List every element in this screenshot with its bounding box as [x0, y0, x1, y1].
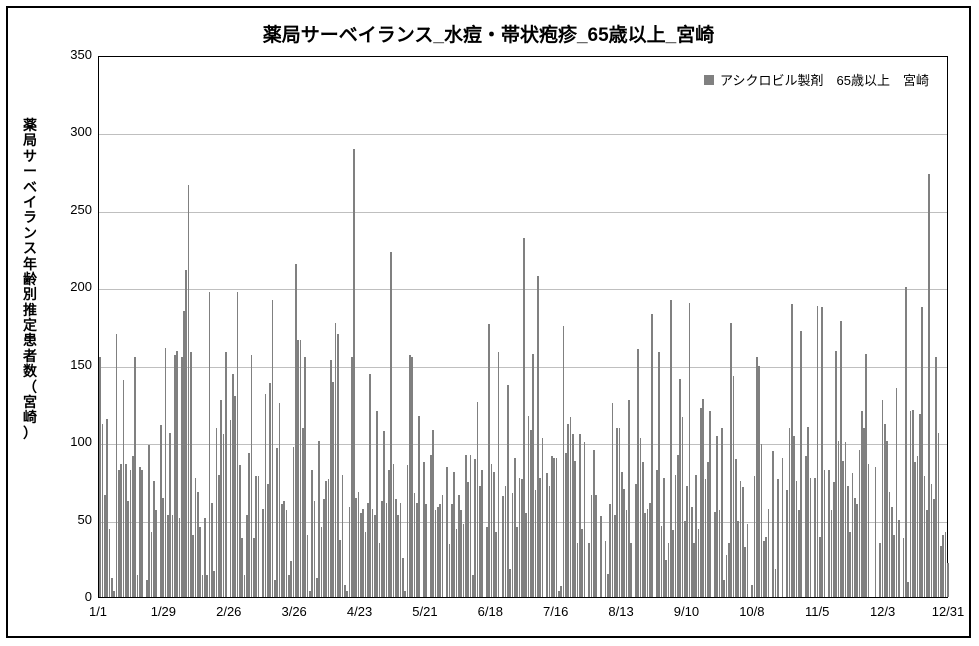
bar	[134, 357, 136, 597]
y-tick-label: 150	[60, 357, 92, 372]
legend: アシクロビル製剤 65歳以上 宮崎	[704, 70, 929, 89]
gridline	[99, 212, 947, 213]
bar	[905, 287, 907, 597]
y-axis-label: 薬局サーベイランス年齢別推定患者数（宮崎）	[22, 118, 38, 441]
bar	[824, 470, 826, 597]
x-tick-label: 1/29	[151, 604, 176, 619]
bar	[272, 300, 274, 597]
legend-swatch	[704, 75, 714, 85]
bar	[630, 543, 632, 597]
y-tick-label: 250	[60, 202, 92, 217]
x-tick-label: 11/5	[805, 604, 829, 619]
x-tick-label: 3/26	[281, 604, 306, 619]
bar	[947, 563, 949, 597]
bar	[768, 509, 770, 597]
bar	[418, 416, 420, 597]
x-tick-label: 6/18	[478, 604, 503, 619]
plot-area	[98, 56, 948, 598]
bar	[542, 438, 544, 598]
bar	[875, 467, 877, 597]
gridline	[99, 134, 947, 135]
y-tick-label: 0	[60, 589, 92, 604]
bar	[307, 535, 309, 597]
x-tick-label: 10/8	[739, 604, 764, 619]
y-tick-label: 200	[60, 279, 92, 294]
bar	[782, 458, 784, 597]
bar	[498, 352, 500, 597]
bar	[442, 495, 444, 597]
bar	[777, 479, 779, 597]
bar	[141, 470, 143, 597]
bar	[747, 524, 749, 597]
x-tick-label: 8/13	[608, 604, 633, 619]
bar	[258, 476, 260, 597]
bar	[868, 464, 870, 597]
bar	[651, 314, 653, 597]
y-tick-label: 100	[60, 434, 92, 449]
bar	[709, 411, 711, 597]
bar	[507, 385, 509, 597]
bar	[155, 510, 157, 597]
chart-frame: 薬局サーベイランス_水痘・帯状疱疹_65歳以上_宮崎 薬局サーベイランス年齢別推…	[6, 6, 971, 638]
bar	[584, 442, 586, 597]
x-tick-label: 7/16	[543, 604, 568, 619]
bar	[600, 516, 602, 597]
bar	[721, 428, 723, 597]
y-tick-label: 300	[60, 124, 92, 139]
bar	[425, 504, 427, 597]
x-tick-label: 1/1	[89, 604, 107, 619]
x-tick-label: 5/21	[412, 604, 437, 619]
y-tick-label: 350	[60, 47, 92, 62]
bar	[481, 470, 483, 597]
bar	[595, 495, 597, 597]
bar	[225, 352, 227, 597]
bar	[898, 520, 900, 597]
x-tick-label: 12/31	[932, 604, 965, 619]
bar	[800, 331, 802, 597]
x-tick-label: 4/23	[347, 604, 372, 619]
x-tick-label: 12/3	[870, 604, 895, 619]
bar	[342, 475, 344, 597]
bar	[810, 478, 812, 597]
x-tick-label: 2/26	[216, 604, 241, 619]
y-tick-label: 50	[60, 512, 92, 527]
bar	[556, 458, 558, 597]
legend-label: アシクロビル製剤 65歳以上 宮崎	[720, 70, 929, 89]
chart-title: 薬局サーベイランス_水痘・帯状疱疹_65歳以上_宮崎	[8, 20, 969, 47]
x-tick-label: 9/10	[674, 604, 699, 619]
